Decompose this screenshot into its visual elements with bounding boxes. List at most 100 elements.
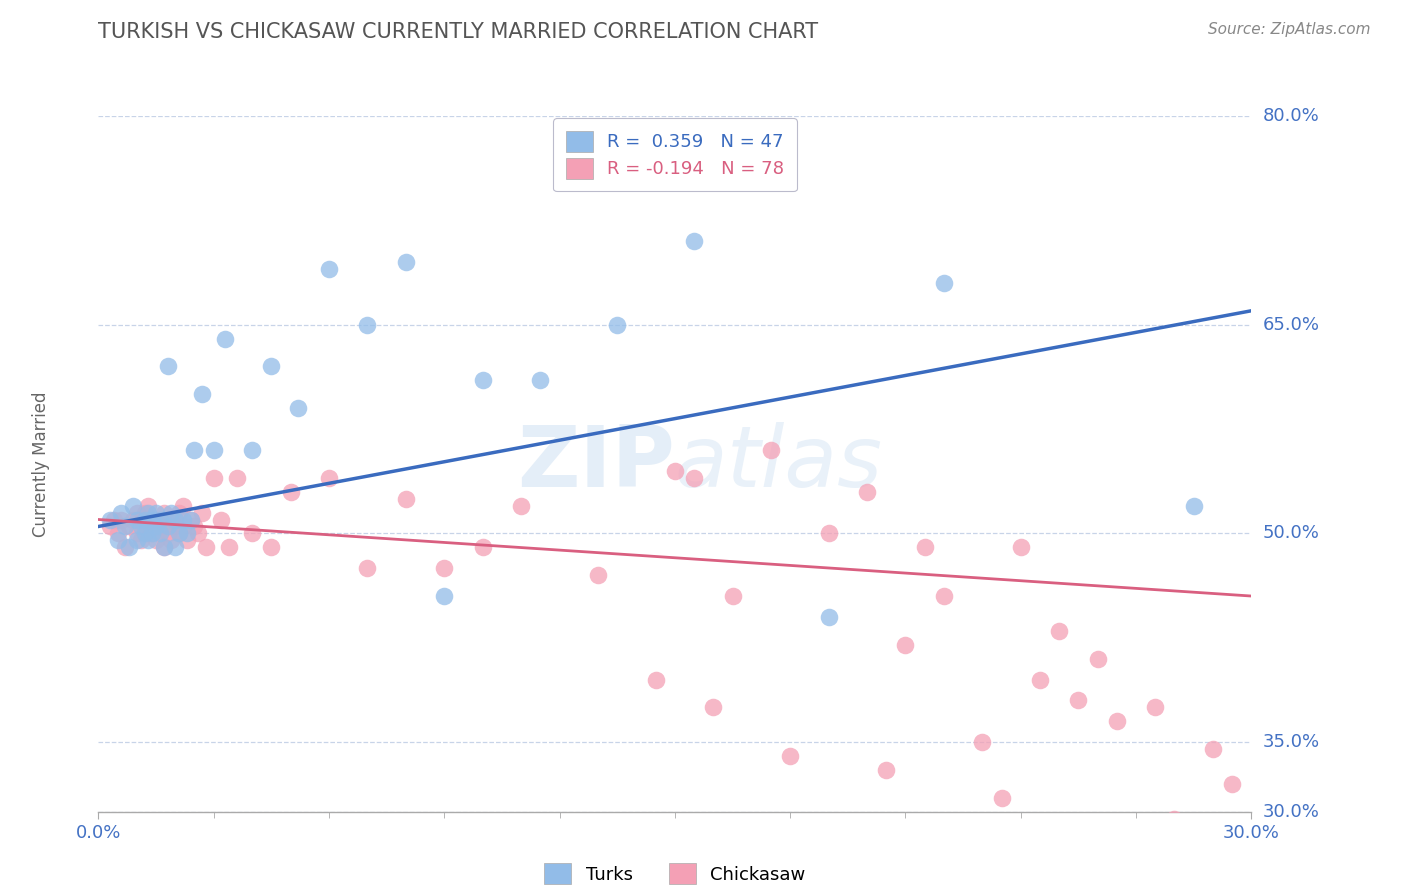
Point [240, 442, 263, 457]
Point [103, 512, 125, 526]
Point [1144, 700, 1167, 714]
Point [875, 763, 897, 777]
Point [644, 673, 666, 687]
Text: TURKISH VS CHICKASAW CURRENTLY MARRIED CORRELATION CHART: TURKISH VS CHICKASAW CURRENTLY MARRIED C… [98, 22, 818, 42]
Point [156, 519, 179, 533]
Point [586, 568, 609, 582]
Point [125, 526, 148, 541]
Point [167, 526, 190, 541]
Point [318, 262, 340, 277]
Point [202, 442, 225, 457]
Point [471, 373, 494, 387]
Text: 35.0%: 35.0% [1263, 733, 1320, 751]
Point [172, 512, 194, 526]
Point [817, 526, 839, 541]
Point [1010, 541, 1032, 555]
Point [149, 526, 172, 541]
Point [914, 541, 936, 555]
Point [433, 589, 456, 603]
Point [152, 506, 174, 520]
Point [134, 526, 156, 541]
Point [214, 332, 236, 346]
Point [702, 700, 724, 714]
Point [160, 506, 183, 520]
Point [195, 541, 218, 555]
Point [225, 471, 247, 485]
Point [1047, 624, 1070, 638]
Point [176, 526, 198, 541]
Point [280, 484, 302, 499]
Point [721, 589, 744, 603]
Point [107, 533, 129, 548]
Point [180, 512, 202, 526]
Point [1029, 673, 1052, 687]
Point [932, 589, 955, 603]
Point [122, 499, 145, 513]
Point [134, 506, 156, 520]
Point [1087, 651, 1109, 665]
Legend: Turks, Chickasaw: Turks, Chickasaw [536, 855, 814, 892]
Point [145, 512, 167, 526]
Point [129, 519, 152, 533]
Point [240, 526, 263, 541]
Point [260, 359, 283, 374]
Point [1067, 693, 1090, 707]
Point [167, 526, 190, 541]
Point [1163, 812, 1185, 826]
Point [356, 561, 378, 575]
Point [114, 519, 136, 533]
Text: 30.0%: 30.0% [1263, 803, 1319, 821]
Point [149, 526, 172, 541]
Point [817, 610, 839, 624]
Point [125, 533, 148, 548]
Point [180, 512, 202, 526]
Point [110, 506, 132, 520]
Point [856, 484, 879, 499]
Point [183, 442, 205, 457]
Point [107, 526, 129, 541]
Point [152, 541, 174, 555]
Point [167, 506, 190, 520]
Point [894, 638, 917, 652]
Point [145, 519, 167, 533]
Point [779, 749, 801, 764]
Point [433, 561, 456, 575]
Point [1220, 777, 1243, 791]
Point [202, 471, 225, 485]
Point [183, 519, 205, 533]
Point [471, 541, 494, 555]
Point [191, 506, 214, 520]
Point [683, 471, 706, 485]
Point [759, 442, 782, 457]
Point [165, 512, 187, 526]
Point [165, 519, 187, 533]
Point [160, 512, 183, 526]
Point [110, 512, 132, 526]
Point [1202, 742, 1225, 756]
Text: atlas: atlas [675, 422, 883, 506]
Point [165, 512, 187, 526]
Point [176, 533, 198, 548]
Point [125, 506, 148, 520]
Point [134, 512, 156, 526]
Point [218, 541, 240, 555]
Point [129, 512, 152, 526]
Point [165, 541, 187, 555]
Text: Currently Married: Currently Married [32, 391, 49, 537]
Point [990, 790, 1012, 805]
Point [134, 526, 156, 541]
Point [125, 512, 148, 526]
Point [356, 318, 378, 332]
Point [187, 526, 209, 541]
Point [160, 533, 183, 548]
Point [118, 519, 141, 533]
Point [664, 464, 686, 478]
Point [287, 401, 309, 416]
Point [1105, 714, 1128, 729]
Point [606, 318, 628, 332]
Point [98, 512, 121, 526]
Point [152, 541, 174, 555]
Point [972, 735, 994, 749]
Point [529, 373, 551, 387]
Point [129, 533, 152, 548]
